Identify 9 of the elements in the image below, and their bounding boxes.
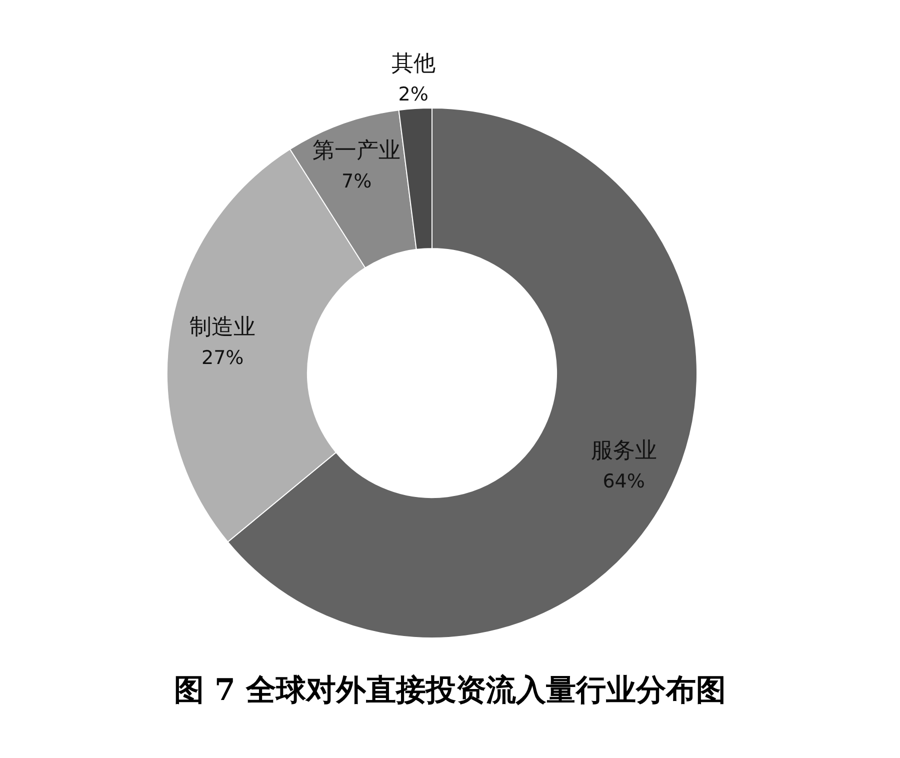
- slice-label: 服务业: [590, 438, 657, 464]
- slice-label: 第一产业: [312, 138, 401, 164]
- text: 图 7 全球对外直接投资流入量行业分布图: [174, 673, 726, 708]
- slice-label: 其他: [391, 52, 436, 77]
- data-label: 2%: [398, 84, 428, 106]
- data-label: 64%: [602, 470, 645, 492]
- data-label: 27%: [201, 346, 244, 369]
- slice-label: 制造业: [190, 314, 256, 340]
- data-label: 7%: [342, 170, 372, 193]
